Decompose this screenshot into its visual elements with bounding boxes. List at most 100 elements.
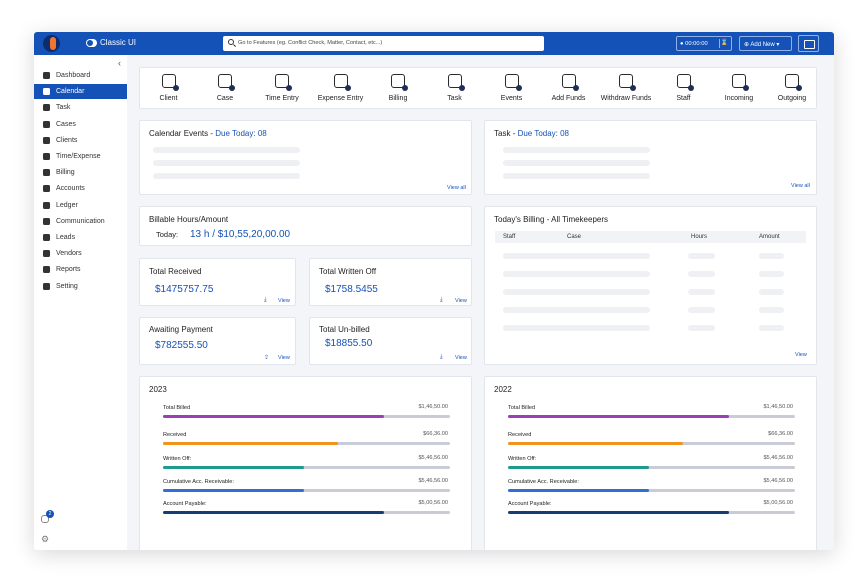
quick-action-label: Events: [500, 95, 523, 102]
sidebar-item-clients[interactable]: Clients: [34, 133, 127, 148]
sidebar-item-billing[interactable]: Billing: [34, 165, 127, 180]
metric-label: Account Payable:: [163, 501, 207, 507]
metric-progress-fill: [508, 415, 729, 418]
client-icon: [161, 74, 179, 91]
add-new-label: Add New: [750, 42, 775, 48]
quick-action-staff[interactable]: Staff: [655, 68, 712, 110]
search-input[interactable]: Go to Features (eg. Conflict Check, Matt…: [223, 36, 544, 51]
communication-icon: [43, 217, 50, 225]
year-title: 2023: [149, 385, 167, 394]
download-icon[interactable]: ⤓: [440, 354, 443, 360]
sidebar-item-cases[interactable]: Cases: [34, 117, 127, 132]
quick-actions-bar: Client Case Time Entry Expense Entry Billing…: [139, 67, 817, 109]
top-bar: Classic UI Go to Features (eg. Conflict …: [34, 32, 834, 55]
billing-table-header: Staff Case Hours Amount: [495, 231, 806, 243]
sidebar-item-setting[interactable]: Setting: [34, 279, 127, 294]
sidebar-item-label: Ledger: [56, 201, 78, 209]
quick-action-case[interactable]: Case: [197, 68, 253, 110]
metric-progress-fill: [508, 511, 729, 514]
skeleton-line: [503, 325, 650, 331]
quick-action-label: Client: [159, 95, 178, 102]
add-new-button[interactable]: ⊕ Add New ▾: [739, 36, 792, 51]
sidebar-item-time-expense[interactable]: Time/Expense: [34, 149, 127, 164]
skeleton-line: [503, 160, 650, 166]
total-received-view-link[interactable]: View: [278, 298, 290, 304]
quick-action-client[interactable]: Client: [140, 68, 197, 110]
col-hours: Hours: [691, 234, 708, 240]
sidebar-item-label: Cases: [56, 120, 76, 128]
sidebar-item-label: Billing: [56, 169, 75, 177]
notification-bell-icon[interactable]: [41, 515, 49, 523]
sidebar-item-reports[interactable]: Reports: [34, 262, 127, 277]
metric-progress-track: [508, 489, 795, 492]
total-received-value: $1475757.75: [155, 284, 214, 295]
sidebar-item-leads[interactable]: Leads: [34, 230, 127, 245]
sidebar-item-ledger[interactable]: Ledger: [34, 198, 127, 213]
quick-action-expense-entry[interactable]: Expense Entry: [311, 68, 370, 110]
download-icon[interactable]: ⤓: [264, 297, 267, 303]
total-unbilled-card: Total Un-billed $18855.50 ⤓ View: [309, 317, 472, 365]
metric-progress-track: [508, 511, 795, 514]
notification-badge: 2: [46, 510, 54, 518]
metric-progress-fill: [508, 466, 649, 469]
awaiting-payment-view-link[interactable]: View: [278, 355, 290, 361]
billable-hours-card: Billable Hours/Amount Today: 13 h / $10,…: [139, 206, 472, 246]
vendors-icon: [43, 250, 50, 258]
quick-action-label: Incoming: [724, 95, 754, 102]
collapse-sidebar-icon[interactable]: ‹: [118, 58, 121, 68]
metric-label: Written Off:: [508, 456, 537, 462]
accounts-icon: [43, 185, 50, 193]
metric-label: Received: [163, 432, 187, 438]
quick-action-label: Expense Entry: [317, 95, 364, 102]
quick-action-time-entry[interactable]: Time Entry: [253, 68, 311, 110]
quick-action-events[interactable]: Events: [483, 68, 540, 110]
share-icon[interactable]: ⇪: [264, 355, 270, 361]
skeleton-line: [688, 271, 715, 277]
metric-value: $66,36.00: [423, 431, 448, 437]
quick-action-outgoing[interactable]: Outgoing: [766, 68, 818, 110]
skeleton-line: [759, 253, 784, 259]
sidebar-item-dashboard[interactable]: Dashboard: [34, 68, 127, 83]
chevron-down-icon: ▾: [774, 42, 780, 48]
clients-icon: [43, 136, 50, 144]
metric-progress-track: [163, 415, 450, 418]
sidebar-item-label: Setting: [56, 282, 78, 290]
time-expense-icon: [43, 153, 50, 160]
timer-stop-icon[interactable]: ⌛: [719, 39, 729, 48]
quick-action-label: Time Entry: [265, 95, 299, 102]
calendar-view-all-link[interactable]: View all: [447, 185, 466, 191]
classic-ui-toggle[interactable]: [86, 39, 97, 47]
total-unbilled-view-link[interactable]: View: [455, 355, 467, 361]
sidebar-item-calendar[interactable]: Calendar: [34, 84, 127, 100]
app-logo-icon[interactable]: [43, 35, 60, 52]
download-icon[interactable]: ⤓: [440, 297, 443, 303]
quick-action-task[interactable]: Task: [426, 68, 483, 110]
task-view-all-link[interactable]: View all: [791, 183, 810, 189]
quick-action-billing[interactable]: Billing: [370, 68, 426, 110]
search-placeholder: Go to Features (eg. Conflict Check, Matt…: [238, 40, 383, 46]
billable-today-value: 13 h / $10,55,20,00.00: [190, 229, 291, 240]
quick-action-label: Outgoing: [777, 95, 807, 102]
mail-icon[interactable]: [798, 35, 819, 52]
quick-action-add-funds[interactable]: Add Funds: [540, 68, 597, 110]
sidebar-item-vendors[interactable]: Vendors: [34, 246, 127, 261]
year-summary-card: 2023 Total Billed $1,46,50.00 Received $66,3…: [139, 376, 472, 550]
task-icon: [43, 104, 50, 112]
sidebar-item-label: Vendors: [56, 250, 82, 258]
sidebar-item-label: Leads: [56, 234, 76, 241]
settings-gear-icon[interactable]: ⚙: [41, 534, 50, 544]
sidebar: ‹ Dashboard Calendar Task Cases Clients Time/…: [34, 55, 127, 550]
quick-action-incoming[interactable]: Incoming: [712, 68, 766, 110]
metric-progress-track: [163, 442, 450, 445]
outgoing-icon: [785, 74, 802, 91]
timer-button[interactable]: ● 00:00:00 ⌛: [676, 36, 732, 51]
sidebar-item-task[interactable]: Task: [34, 100, 127, 115]
sidebar-item-communication[interactable]: Communication: [34, 214, 127, 229]
quick-action-withdraw-funds[interactable]: Withdraw Funds: [597, 68, 655, 110]
sidebar-item-accounts[interactable]: Accounts: [34, 181, 127, 196]
skeleton-line: [153, 160, 300, 166]
todays-billing-view-link[interactable]: View: [795, 352, 807, 358]
sidebar-item-label: Time/Expense: [56, 153, 101, 160]
total-written-off-view-link[interactable]: View: [455, 298, 467, 304]
year-summary-card: 2022 Total Billed $1,46,50.00 Received $66,3…: [484, 376, 817, 550]
